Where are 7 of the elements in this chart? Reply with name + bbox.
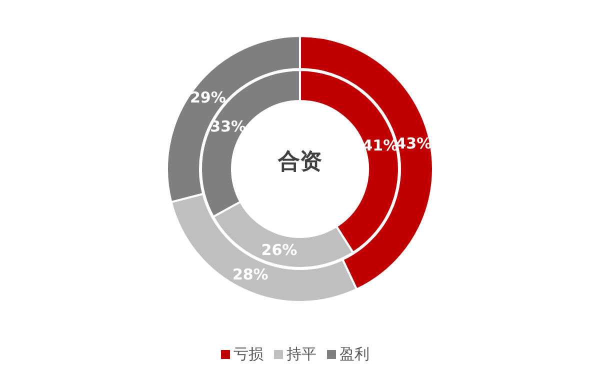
legend-label: 持平: [286, 345, 316, 363]
text: 合资: [277, 150, 322, 174]
legend-label: 亏损: [234, 345, 264, 363]
data-label: 26%: [261, 240, 298, 259]
legend-label: 盈利: [340, 345, 370, 363]
data-label: 28%: [232, 265, 268, 284]
data-label: 29%: [190, 88, 226, 107]
